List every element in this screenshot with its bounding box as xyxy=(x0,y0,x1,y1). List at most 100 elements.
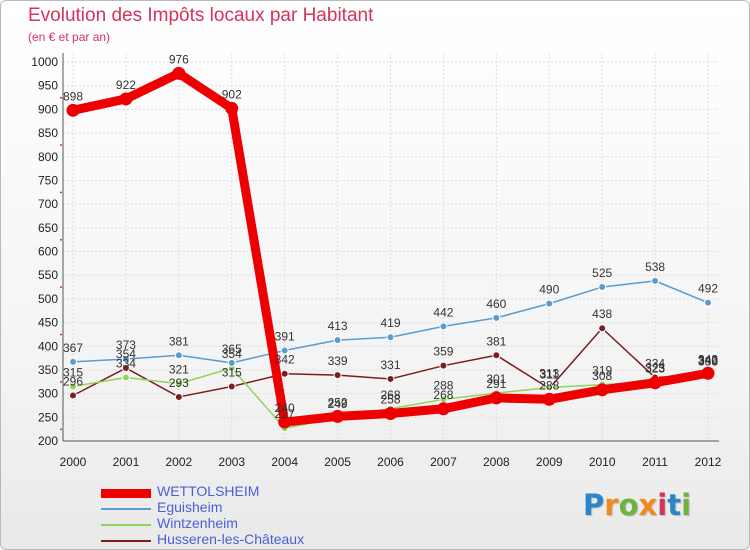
data-label: 525 xyxy=(592,266,612,280)
data-point xyxy=(545,383,554,392)
data-point xyxy=(172,66,186,80)
data-point xyxy=(174,379,183,388)
data-point xyxy=(278,415,292,429)
data-label: 898 xyxy=(63,89,83,103)
data-label: 291 xyxy=(486,377,506,391)
data-point xyxy=(384,407,397,421)
data-label: 227 xyxy=(275,407,295,421)
data-label: 249 xyxy=(328,397,348,411)
data-label: 321 xyxy=(169,363,189,377)
x-tick-label: 2012 xyxy=(695,455,722,469)
x-tick-label: 2004 xyxy=(271,455,298,469)
data-label: 315 xyxy=(222,366,242,380)
legend-label: Husseren-les-Châteaux xyxy=(157,531,305,547)
data-point xyxy=(225,101,239,115)
data-point xyxy=(598,283,607,292)
logo-letter: i xyxy=(681,488,692,522)
data-label: 340 xyxy=(698,354,718,368)
logo-letter: P xyxy=(583,488,605,522)
data-label: 922 xyxy=(116,78,136,92)
data-point xyxy=(492,313,501,322)
x-tick-label: 2010 xyxy=(589,455,616,469)
y-tick-label: 350 xyxy=(38,363,58,377)
data-label: 490 xyxy=(539,283,559,297)
data-label: 391 xyxy=(275,330,295,344)
data-point xyxy=(66,103,80,117)
data-point xyxy=(651,276,660,285)
x-tick-label: 2009 xyxy=(536,455,563,469)
data-point xyxy=(174,351,183,360)
data-label: 308 xyxy=(592,369,612,383)
data-label: 334 xyxy=(116,357,136,371)
y-tick-label: 250 xyxy=(38,410,58,424)
data-label: 331 xyxy=(380,358,400,372)
legend-swatch-eguisheim xyxy=(101,508,151,510)
data-label: 240 xyxy=(275,401,295,415)
x-tick-label: 2001 xyxy=(113,455,140,469)
data-label: 315 xyxy=(63,366,83,380)
data-point xyxy=(121,373,130,382)
data-label: 252 xyxy=(328,395,348,409)
chart-title: Evolution des Impôts locaux par Habitant xyxy=(28,5,374,26)
data-label: 288 xyxy=(539,378,559,392)
data-point xyxy=(174,392,183,401)
data-label: 339 xyxy=(328,354,348,368)
data-label: 342 xyxy=(275,353,295,367)
legend-item-wettolsheim[interactable]: WETTOLSHEIM xyxy=(101,483,381,501)
data-point xyxy=(69,357,77,366)
data-label: 325 xyxy=(645,361,665,375)
data-label: 373 xyxy=(116,338,136,352)
data-point xyxy=(439,361,448,370)
x-tick-label: 2002 xyxy=(165,455,192,469)
data-label: 319 xyxy=(592,364,612,378)
data-label: 338 xyxy=(698,355,718,369)
x-tick-label: 2007 xyxy=(430,455,457,469)
data-point xyxy=(227,358,236,367)
data-point xyxy=(701,366,715,380)
logo-letter: o xyxy=(618,488,639,522)
data-label: 367 xyxy=(63,341,83,355)
data-label: 381 xyxy=(486,334,506,348)
y-tick-label: 750 xyxy=(38,173,58,187)
y-tick-label: 600 xyxy=(38,245,58,259)
legend-item-eguisheim[interactable]: Eguisheim xyxy=(101,499,381,517)
data-point xyxy=(492,351,501,360)
data-label: 258 xyxy=(380,393,400,407)
y-tick-label: 450 xyxy=(38,316,58,330)
data-point xyxy=(333,336,342,345)
chart-subtitle: (en € et par an) xyxy=(28,30,111,44)
data-label: 301 xyxy=(486,372,506,386)
data-label: 365 xyxy=(222,342,242,356)
logo-letter: i xyxy=(657,488,668,522)
data-label: 343 xyxy=(698,352,718,366)
data-point xyxy=(439,322,448,331)
data-point xyxy=(69,382,77,391)
legend-swatch-wettolsheim xyxy=(101,489,151,498)
data-label: 293 xyxy=(169,376,189,390)
data-point xyxy=(489,391,503,405)
data-point xyxy=(648,376,662,390)
legend-item-wintzenheim[interactable]: Wintzenheim xyxy=(101,515,381,533)
data-point xyxy=(280,369,289,378)
y-tick-label: 900 xyxy=(38,102,58,116)
data-point xyxy=(436,402,450,416)
data-point xyxy=(227,382,236,391)
data-label: 354 xyxy=(222,347,242,361)
data-label: 413 xyxy=(328,319,348,333)
y-tick-label: 200 xyxy=(38,434,58,448)
x-tick-label: 2011 xyxy=(642,455,668,469)
data-point xyxy=(542,392,556,406)
y-tick-label: 800 xyxy=(38,150,58,164)
data-point xyxy=(69,391,77,400)
data-point xyxy=(331,409,345,423)
data-label: 419 xyxy=(380,316,400,330)
data-label: 313 xyxy=(539,366,559,380)
data-label: 438 xyxy=(592,307,612,321)
data-point xyxy=(121,355,130,364)
legend-swatch-husseren xyxy=(101,540,151,542)
data-label: 460 xyxy=(486,297,506,311)
legend-item-husseren[interactable]: Husseren-les-Châteaux xyxy=(101,531,381,549)
data-point xyxy=(121,364,130,373)
legend-label: WETTOLSHEIM xyxy=(157,483,260,499)
